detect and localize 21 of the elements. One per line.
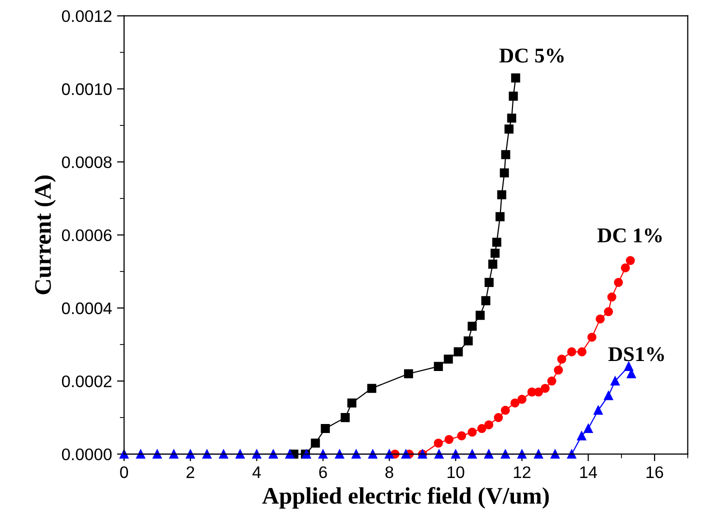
series-label: DS1% [608, 347, 664, 362]
series-label: DC 1% [597, 228, 662, 242]
x-tick-label: 8 [385, 466, 394, 478]
y-tick-label: 0.0000 [62, 448, 112, 460]
x-tick-label: 2 [186, 466, 194, 478]
x-tick-label: 6 [319, 466, 327, 478]
x-axis-title: Applied electric field (V/um) [262, 486, 549, 509]
series-label: DC 5% [499, 48, 564, 63]
y-tick-label: 0.0006 [62, 229, 112, 242]
y-tick-label: 0.0012 [62, 10, 112, 22]
x-tick-label: 0 [120, 466, 128, 478]
x-tick-label: 14 [580, 466, 598, 478]
x-tick-label: 12 [514, 466, 530, 478]
y-tick-label: 0.0008 [62, 156, 112, 168]
y-tick-label: 0.0010 [62, 83, 112, 96]
x-tick-label: 4 [252, 466, 261, 478]
x-tick-label: 16 [646, 466, 664, 478]
y-tick-label: 0.0002 [62, 375, 112, 388]
y-tick-label: 0.0004 [62, 302, 112, 314]
y-axis-title: Current (A) [34, 176, 56, 294]
x-tick-label: 10 [448, 466, 464, 478]
